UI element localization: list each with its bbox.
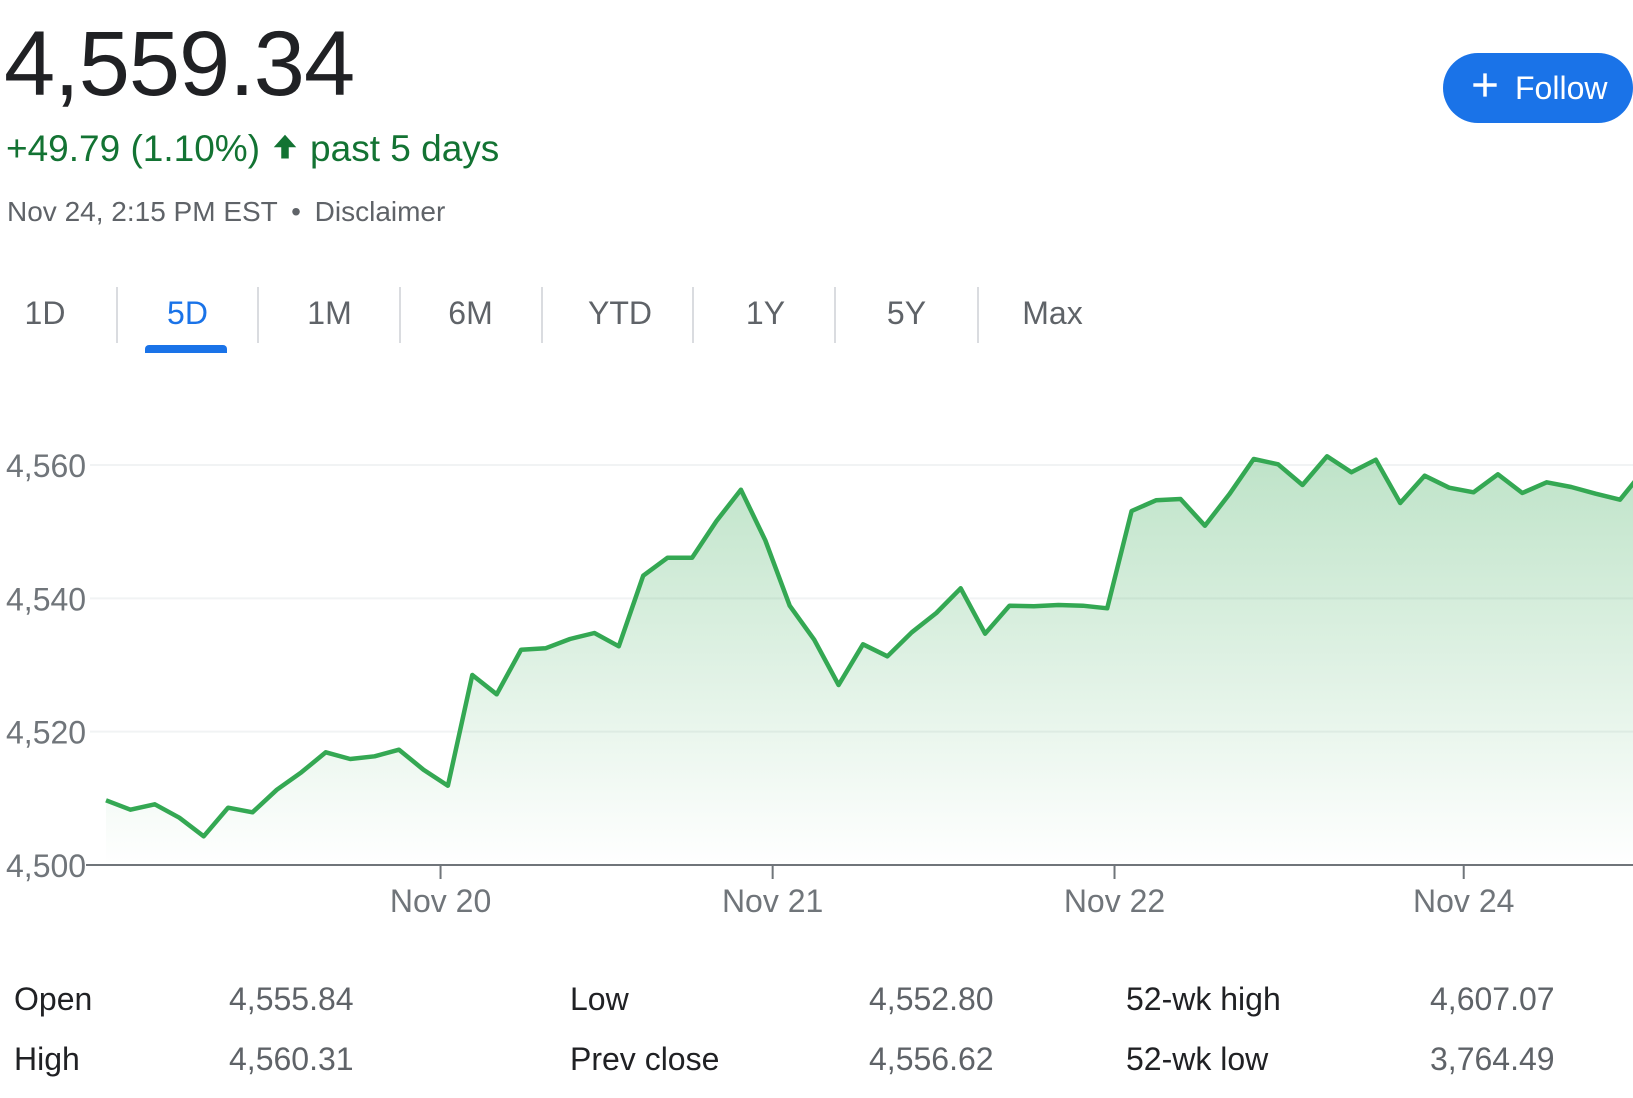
tab-divider bbox=[116, 287, 118, 343]
y-tick-label: 4,540 bbox=[6, 581, 86, 617]
tab-max[interactable]: Max bbox=[1022, 294, 1083, 331]
tab-1m[interactable]: 1M bbox=[307, 294, 352, 331]
stat-value-52wk-high: 4,607.07 bbox=[1430, 981, 1555, 1017]
plus-icon bbox=[1471, 70, 1499, 107]
tab-divider bbox=[541, 287, 543, 343]
stat-value-open: 4,555.84 bbox=[229, 981, 354, 1017]
timestamp: Nov 24, 2:15 PM EST bbox=[7, 196, 278, 227]
quote-meta: Nov 24, 2:15 PM EST • Disclaimer bbox=[7, 196, 445, 228]
tab-5y[interactable]: 5Y bbox=[886, 294, 927, 331]
tab-6m[interactable]: 6M bbox=[448, 294, 493, 331]
price-chart[interactable]: 4,560 4,540 4,520 4,500 Nov 20 Nov 21 Nov 22 No… bbox=[0, 0, 1633, 960]
tab-1y[interactable]: 1Y bbox=[745, 294, 786, 331]
tab-divider bbox=[692, 287, 694, 343]
change-period: past 5 days bbox=[310, 128, 500, 169]
tab-1d[interactable]: 1D bbox=[24, 294, 66, 331]
x-tick-label: Nov 24 bbox=[1413, 883, 1514, 919]
meta-separator: • bbox=[291, 196, 301, 227]
tab-divider bbox=[977, 287, 979, 343]
y-tick-label: 4,560 bbox=[6, 448, 86, 484]
stat-value-high: 4,560.31 bbox=[229, 1041, 354, 1077]
price-change: +49.79 (1.10%) past 5 days bbox=[6, 128, 499, 170]
tab-divider bbox=[257, 287, 259, 343]
current-price: 4,559.34 bbox=[4, 13, 355, 115]
tab-divider bbox=[834, 287, 836, 343]
follow-button[interactable]: Follow bbox=[1443, 53, 1633, 123]
stat-label-52wk-low: 52-wk low bbox=[1126, 1041, 1269, 1077]
tab-divider bbox=[399, 287, 401, 343]
y-tick-label: 4,500 bbox=[6, 848, 86, 884]
stat-value-prev-close: 4,556.62 bbox=[869, 1041, 994, 1077]
x-tick-label: Nov 20 bbox=[390, 883, 491, 919]
stat-label-high: High bbox=[14, 1041, 80, 1077]
y-tick-label: 4,520 bbox=[6, 715, 86, 751]
stat-value-low: 4,552.80 bbox=[869, 981, 994, 1017]
change-value: +49.79 (1.10%) bbox=[6, 128, 261, 169]
arrow-up-icon bbox=[270, 128, 300, 170]
tab-5d[interactable]: 5D bbox=[167, 294, 208, 331]
tab-ytd[interactable]: YTD bbox=[588, 294, 652, 331]
price-line bbox=[105, 454, 1633, 839]
area-fill bbox=[106, 456, 1633, 865]
x-tick-label: Nov 22 bbox=[1064, 883, 1165, 919]
stat-label-open: Open bbox=[14, 981, 93, 1017]
follow-label: Follow bbox=[1515, 69, 1608, 106]
x-tick-label: Nov 21 bbox=[722, 883, 823, 919]
active-tab-indicator bbox=[145, 345, 227, 353]
stat-value-52wk-low: 3,764.49 bbox=[1430, 1041, 1555, 1077]
stat-label-prev-close: Prev close bbox=[570, 1041, 720, 1077]
stat-label-52wk-high: 52-wk high bbox=[1126, 981, 1281, 1017]
disclaimer-link[interactable]: Disclaimer bbox=[314, 196, 446, 227]
stat-label-low: Low bbox=[570, 981, 629, 1017]
